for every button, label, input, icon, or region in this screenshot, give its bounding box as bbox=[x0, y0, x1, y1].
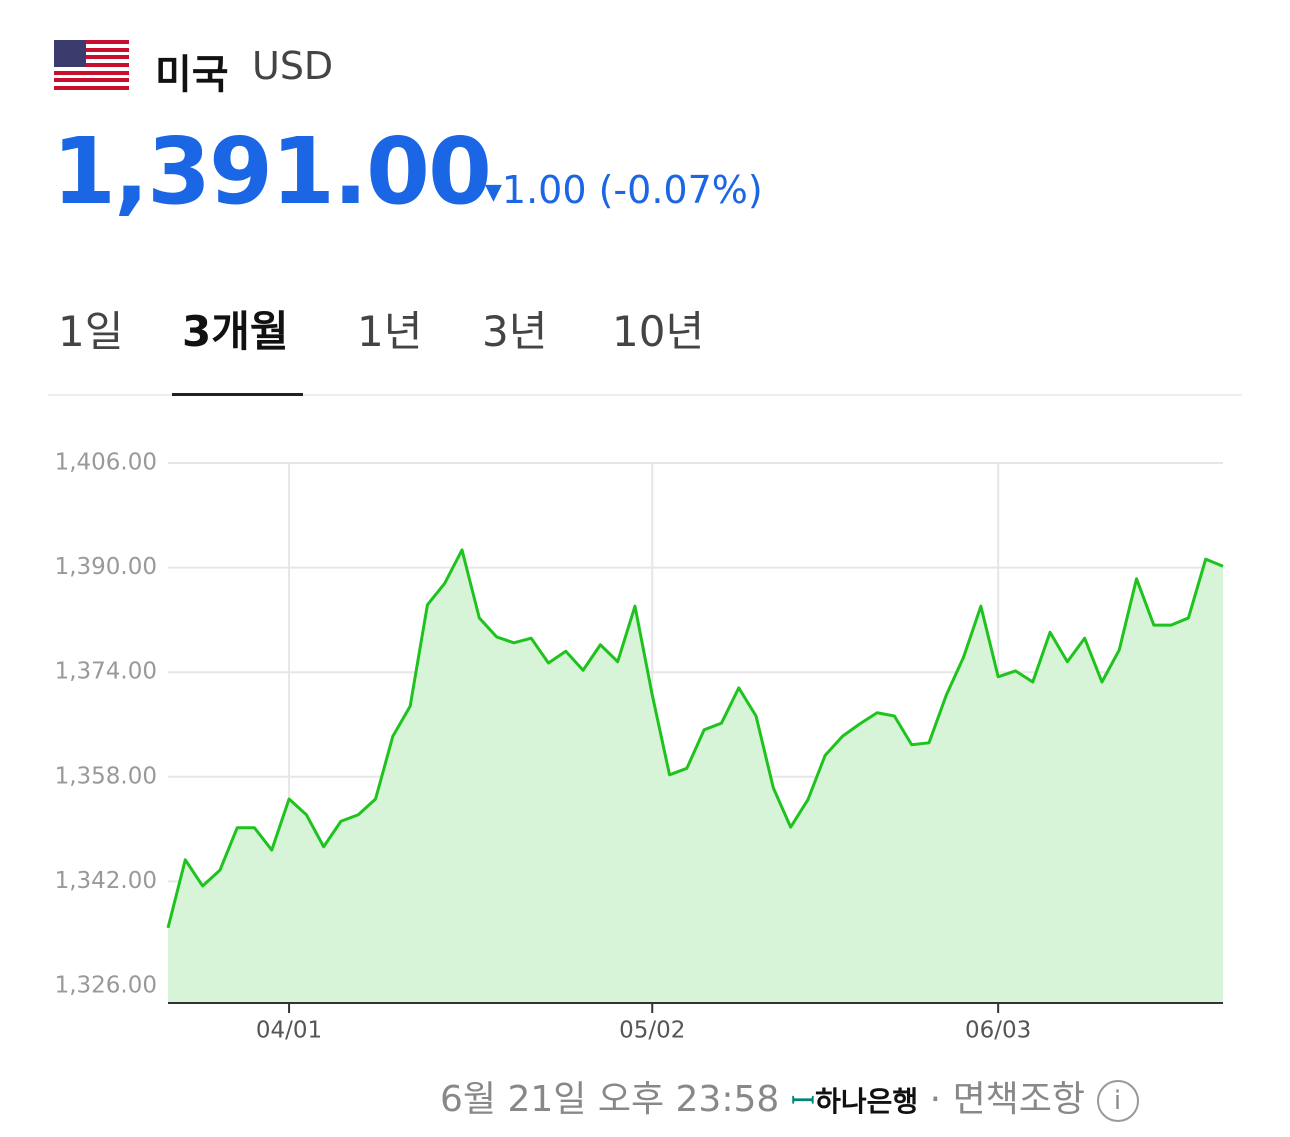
bank: 하나은행 bbox=[815, 1085, 919, 1118]
flag bbox=[54, 40, 129, 90]
timestamp: 6월 21일 오후 23:58 bbox=[440, 1079, 780, 1120]
x-tick-label: 05/02 bbox=[619, 1018, 685, 1044]
disclaimer[interactable]: 면책조항 bbox=[952, 1079, 1086, 1120]
x-tick-label: 06/03 bbox=[965, 1018, 1031, 1044]
chart: 1,326.00 1,342.00 1,358.00 1,374.00 1,390.00… bbox=[55, 450, 1224, 1044]
tab[interactable]: 1년 bbox=[357, 307, 423, 356]
x-tick-label: 04/01 bbox=[256, 1018, 322, 1044]
tab[interactable]: 3개월 bbox=[182, 307, 289, 356]
divider bbox=[48, 394, 1242, 396]
info-icon[interactable]: i bbox=[1096, 1080, 1139, 1122]
tab[interactable]: 1일 bbox=[58, 307, 124, 356]
y-tick-label: 1,406.00 bbox=[55, 450, 157, 476]
line bbox=[166, 548, 1224, 929]
y-tick-label: 1,326.00 bbox=[55, 973, 157, 999]
area bbox=[168, 549, 1223, 1003]
tab[interactable]: 3년 bbox=[482, 307, 548, 356]
change: ▼1.00 (-0.07%) bbox=[485, 168, 763, 212]
change-text: 1.00 (-0.07%) bbox=[501, 168, 763, 212]
y-tick-label: 1,342.00 bbox=[55, 868, 157, 894]
currency: USD bbox=[252, 44, 334, 88]
footer: 6월 21일 오후 23:58 ꟷ하나은행 · 면책조항 i bbox=[440, 1070, 1139, 1122]
tab-underline bbox=[172, 393, 303, 396]
price: 1,391.00 bbox=[52, 118, 492, 225]
y-tick-label: 1,390.00 bbox=[55, 554, 157, 580]
country: 미국 bbox=[155, 52, 229, 98]
tab[interactable]: 10년 bbox=[612, 307, 705, 356]
y-tick-label: 1,374.00 bbox=[55, 659, 157, 685]
y-tick-label: 1,358.00 bbox=[55, 763, 157, 789]
